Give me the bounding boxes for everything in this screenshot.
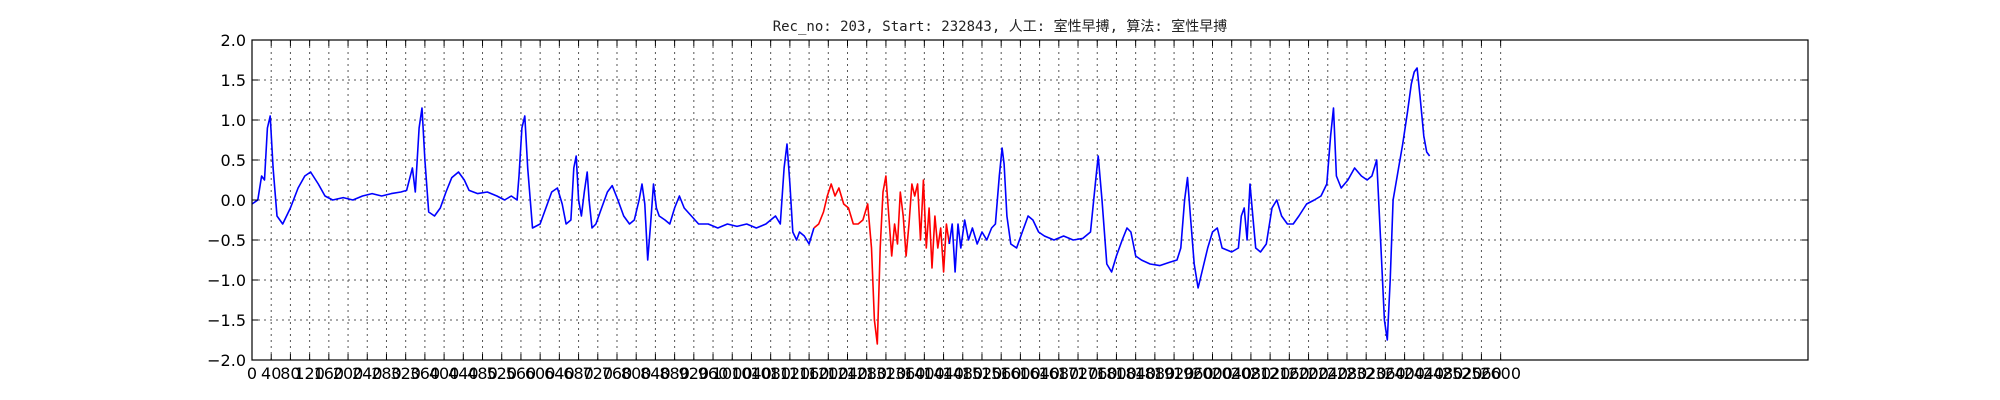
x-tick-label: 320 (390, 364, 421, 383)
x-tick-label: 1200 (808, 364, 849, 383)
y-tick-label: −2.0 (207, 351, 246, 370)
x-tick-label: 1920 (1154, 364, 1195, 383)
x-tick-label: 560 (506, 364, 537, 383)
x-tick-label: 160 (314, 364, 345, 383)
x-tick-label: 720 (583, 364, 614, 383)
x-tick-label: 1320 (866, 364, 907, 383)
grid (252, 40, 1808, 360)
x-tick-label: 520 (486, 364, 517, 383)
x-tick-label: 760 (602, 364, 633, 383)
x-tick-label: 1000 (712, 364, 753, 383)
x-tick-label: 1120 (770, 364, 811, 383)
x-tick-label: 1760 (1077, 364, 1118, 383)
x-tick-label: 800 (621, 364, 652, 383)
x-tick-label: 600 (525, 364, 556, 383)
y-tick-label: −0.5 (207, 231, 246, 250)
x-tick-label: 2600 (1480, 364, 1521, 383)
x-tick-label: 1440 (923, 364, 964, 383)
y-axis: 2.0 1.5 1.0 0.5 0.0 −0.5 −1.0 −1.5 −2.0 (207, 31, 1808, 370)
x-tick-label: 400 (429, 364, 460, 383)
x-tick-label: 1080 (750, 364, 791, 383)
x-tick-label: 0 (247, 364, 257, 383)
x-tick-label: 1880 (1135, 364, 1176, 383)
x-tick-label: 1960 (1173, 364, 1214, 383)
x-tick-label: 1400 (904, 364, 945, 383)
x-tick-label: 1240 (827, 364, 868, 383)
y-tick-label: 0.0 (221, 191, 246, 210)
x-tick-label: 1360 (885, 364, 926, 383)
x-tick-label: 280 (371, 364, 402, 383)
x-tick-label: 2200 (1288, 364, 1329, 383)
y-tick-label: 2.0 (221, 31, 246, 50)
x-tick-label: 2360 (1365, 364, 1406, 383)
plot-frame (251, 39, 1809, 361)
x-tick-label: 880 (659, 364, 690, 383)
x-tick-label: 2000 (1192, 364, 1233, 383)
y-tick-label: 0.5 (221, 151, 246, 170)
x-tick-label: 2280 (1327, 364, 1368, 383)
x-tick-label: 1840 (1115, 364, 1156, 383)
x-tick-label: 40 (261, 364, 281, 383)
x-tick-label: 480 (467, 364, 498, 383)
x-tick-label: 1640 (1019, 364, 1060, 383)
series-lines (251, 67, 1431, 345)
x-tick-label: 2440 (1403, 364, 1444, 383)
chart-title: Rec_no: 203, Start: 232843, 人工: 室性早搏, 算法… (773, 18, 1228, 35)
x-tick-label: 2120 (1250, 364, 1291, 383)
x-tick-label: 2160 (1269, 364, 1310, 383)
series-line-3 (948, 67, 1431, 341)
x-tick-label: 840 (640, 364, 671, 383)
x-tick-label: 1480 (942, 364, 983, 383)
x-tick-label: 1800 (1096, 364, 1137, 383)
x-tick-label: 360 (410, 364, 441, 383)
x-tick-label: 1040 (731, 364, 772, 383)
x-tick-label: 2400 (1384, 364, 1425, 383)
x-tick-label: 2320 (1346, 364, 1387, 383)
x-tick-label: 2520 (1442, 364, 1483, 383)
x-tick-label: 2080 (1231, 364, 1272, 383)
series-line-1 (251, 107, 815, 261)
x-tick-label: 1160 (789, 364, 830, 383)
x-tick-label: 920 (679, 364, 710, 383)
x-tick-label: 1680 (1038, 364, 1079, 383)
x-tick-label: 1520 (962, 364, 1003, 383)
x-tick-label: 640 (544, 364, 575, 383)
x-tick-label: 240 (352, 364, 383, 383)
x-tick-label: 1600 (1000, 364, 1041, 383)
x-tick-label: 2480 (1423, 364, 1464, 383)
x-tick-label: 1560 (981, 364, 1022, 383)
x-tick-label: 200 (333, 364, 364, 383)
y-tick-label: 1.5 (221, 71, 246, 90)
x-tick-label: 120 (294, 364, 325, 383)
x-tick-label: 80 (280, 364, 300, 383)
x-tick-label: 680 (563, 364, 594, 383)
y-tick-label: 1.0 (221, 111, 246, 130)
y-tick-label: −1.5 (207, 311, 246, 330)
x-tick-label: 960 (698, 364, 729, 383)
x-tick-label: 1280 (846, 364, 887, 383)
series-line-2 (813, 175, 951, 345)
x-tick-label: 2040 (1211, 364, 1252, 383)
x-tick-label: 2240 (1307, 364, 1348, 383)
x-tick-label: 440 (448, 364, 479, 383)
x-tick-label: 1720 (1058, 364, 1099, 383)
y-tick-label: −1.0 (207, 271, 246, 290)
x-tick-label: 2560 (1461, 364, 1502, 383)
x-axis: 0 408012016020024028032036040044048052056… (247, 40, 1521, 383)
